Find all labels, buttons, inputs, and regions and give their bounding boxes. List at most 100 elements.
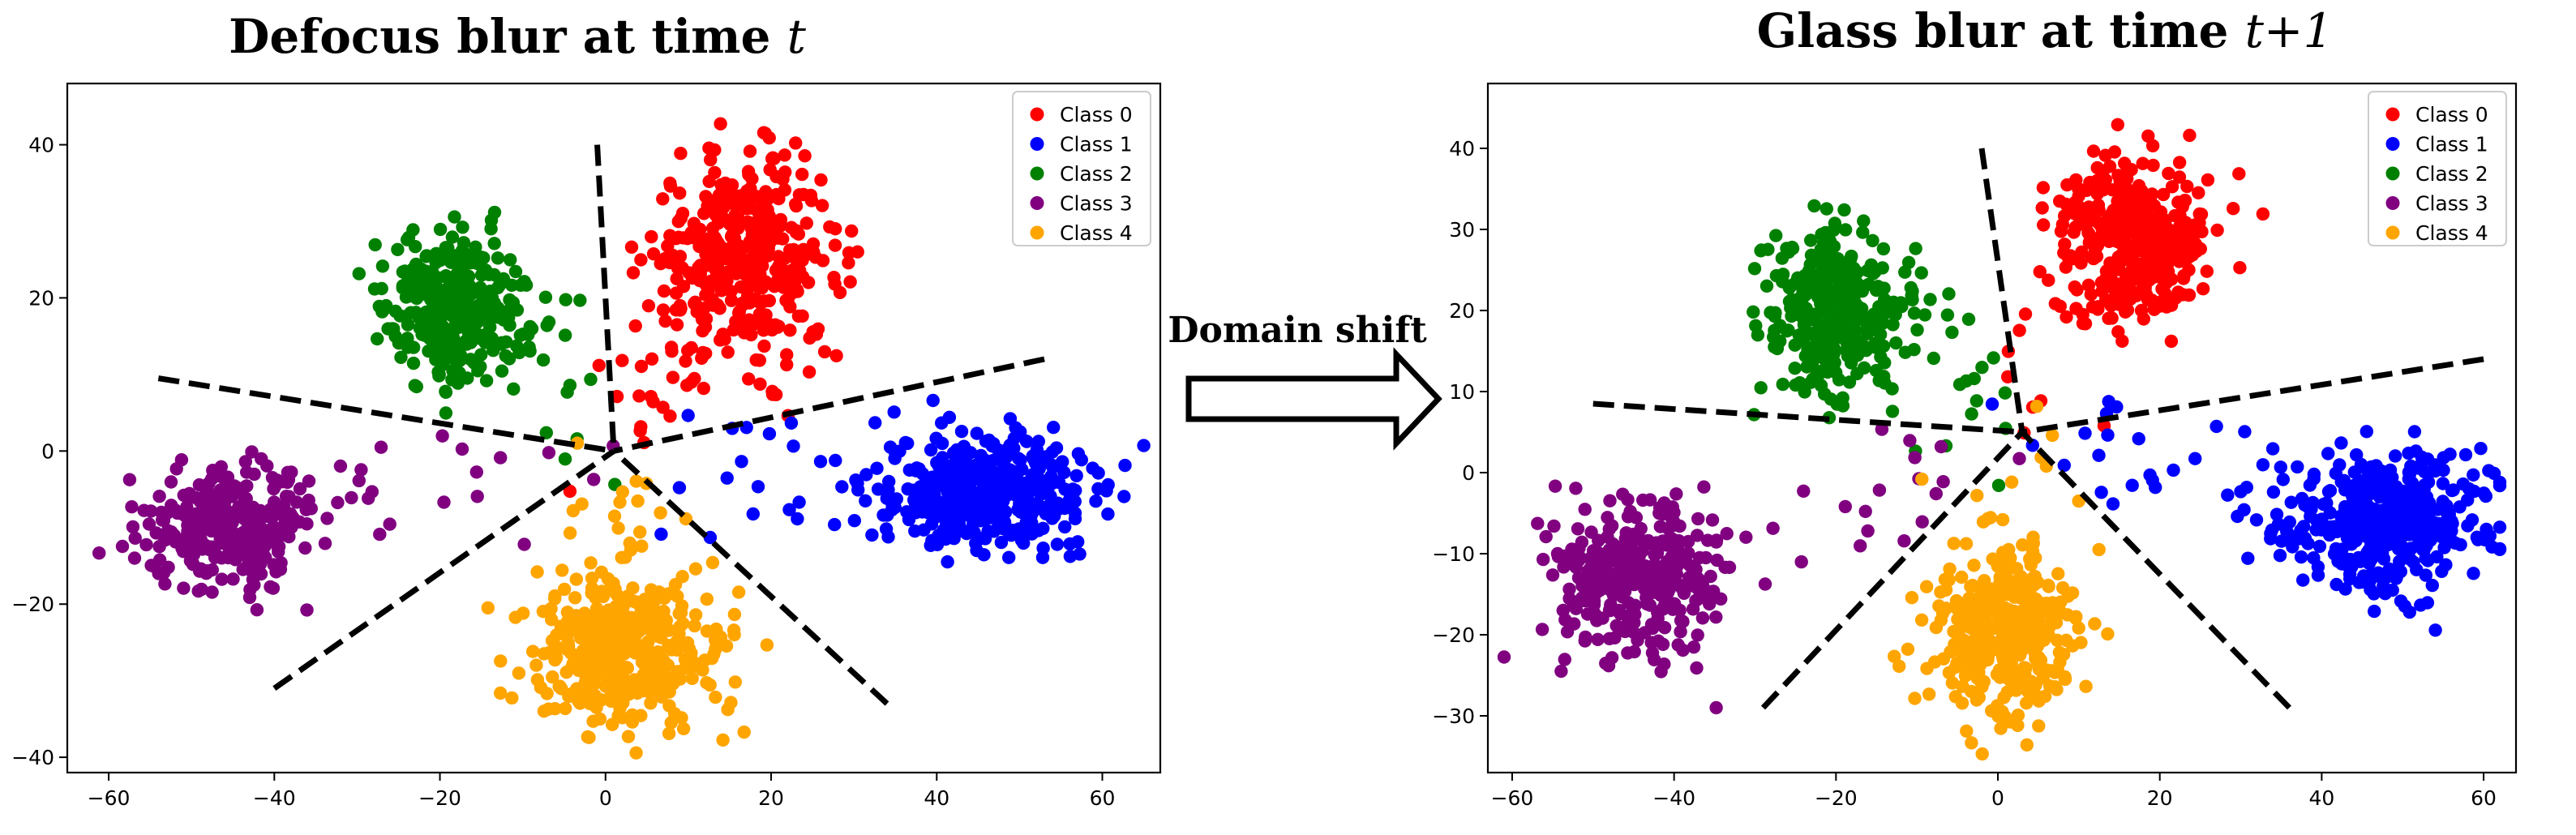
scatter-point xyxy=(719,248,734,263)
scatter-point xyxy=(554,619,568,633)
scatter-point xyxy=(1876,242,1891,256)
scatter-point xyxy=(2238,425,2252,439)
scatter-point xyxy=(1766,521,1780,535)
scatter-point xyxy=(631,494,645,508)
scatter-point xyxy=(720,471,734,485)
scatter-point xyxy=(714,117,727,131)
scatter-point xyxy=(1819,202,1833,216)
scatter-point xyxy=(1069,483,1082,498)
scatter-point xyxy=(713,302,727,315)
scatter-point xyxy=(2415,450,2429,465)
scatter-point xyxy=(679,354,692,368)
scatter-point xyxy=(804,194,819,208)
scatter-point xyxy=(333,459,348,473)
scatter-point xyxy=(2266,485,2281,499)
x-tick-label: 0 xyxy=(1991,786,2004,810)
scatter-point xyxy=(2221,488,2235,502)
scatter-point xyxy=(692,233,705,247)
scatter-point xyxy=(732,306,746,319)
scatter-point xyxy=(2381,501,2394,515)
scatter-point xyxy=(1672,533,1686,548)
scatter-point xyxy=(2040,663,2054,677)
scatter-point xyxy=(587,473,601,486)
scatter-point xyxy=(727,232,742,246)
scatter-point xyxy=(2435,564,2449,578)
scatter-point xyxy=(2337,473,2351,487)
scatter-point xyxy=(1866,267,1880,280)
scatter-point xyxy=(1722,560,1737,574)
scatter-point xyxy=(692,260,705,275)
scatter-point xyxy=(539,426,553,439)
scatter-point xyxy=(1934,439,1948,454)
scatter-point xyxy=(2058,670,2072,684)
scatter-point xyxy=(926,393,940,408)
scatter-point xyxy=(962,458,976,473)
scatter-point xyxy=(375,281,388,296)
scatter-point xyxy=(634,606,648,619)
scatter-point xyxy=(2323,484,2338,498)
scatter-point xyxy=(218,473,233,487)
scatter-point xyxy=(1993,670,2007,684)
scatter-point xyxy=(694,306,708,321)
scatter-point xyxy=(673,303,688,317)
scatter-point xyxy=(731,221,745,235)
scatter-point xyxy=(2090,203,2103,217)
scatter-point xyxy=(474,268,489,282)
scatter-point xyxy=(1936,652,1951,666)
scatter-point xyxy=(945,526,959,541)
scatter-point xyxy=(1922,687,1936,701)
scatter-point xyxy=(2375,488,2389,502)
scatter-point xyxy=(1709,700,1723,715)
scatter-point xyxy=(613,649,627,663)
scatter-point xyxy=(1927,351,1940,366)
scatter-point xyxy=(2046,596,2060,610)
scatter-point xyxy=(2176,247,2191,261)
scatter-point xyxy=(1768,323,1781,337)
scatter-point xyxy=(1001,443,1014,456)
scatter-point xyxy=(1819,225,1832,240)
scatter-point xyxy=(888,500,902,515)
scatter-point xyxy=(1099,484,1113,498)
scatter-point xyxy=(615,353,629,367)
scatter-point xyxy=(624,240,639,254)
scatter-point xyxy=(638,657,653,670)
scatter-point xyxy=(1669,567,1683,580)
scatter-point xyxy=(1829,259,1844,274)
scatter-point xyxy=(742,313,757,327)
scatter-point xyxy=(2331,555,2345,568)
scatter-point xyxy=(2340,531,2355,545)
scatter-point xyxy=(780,348,794,362)
scatter-point xyxy=(2080,183,2094,197)
scatter-point xyxy=(454,259,469,272)
scatter-point xyxy=(666,370,680,384)
x-tick-label: −40 xyxy=(1652,786,1695,810)
scatter-point xyxy=(1919,580,1934,593)
scatter-point xyxy=(1687,640,1701,654)
scatter-point xyxy=(672,481,687,495)
scatter-point xyxy=(2368,604,2381,619)
scatter-point xyxy=(284,507,298,521)
scatter-point xyxy=(748,292,763,306)
x-tick-label: 0 xyxy=(599,786,612,810)
scatter-point xyxy=(2090,161,2104,175)
domain-shift-annotation: Domain shift xyxy=(1168,310,1442,451)
scatter-point xyxy=(2019,638,2033,652)
scatter-point xyxy=(2118,229,2132,243)
scatter-point xyxy=(1844,252,1858,266)
scatter-point xyxy=(1775,251,1789,265)
scatter-point xyxy=(289,495,304,509)
scatter-point xyxy=(1026,468,1039,482)
scatter-point xyxy=(707,647,721,662)
scatter-point xyxy=(505,278,519,292)
scatter-point xyxy=(2146,158,2160,173)
scatter-point xyxy=(798,149,812,163)
scatter-point xyxy=(1560,625,1575,639)
scatter-point xyxy=(2105,311,2119,325)
scatter-point xyxy=(428,314,442,328)
scatter-point xyxy=(1630,530,1644,544)
scatter-point xyxy=(1117,490,1131,503)
scatter-point xyxy=(445,230,460,244)
scatter-point xyxy=(728,675,742,689)
scatter-point xyxy=(2149,481,2162,495)
scatter-point xyxy=(721,345,735,359)
